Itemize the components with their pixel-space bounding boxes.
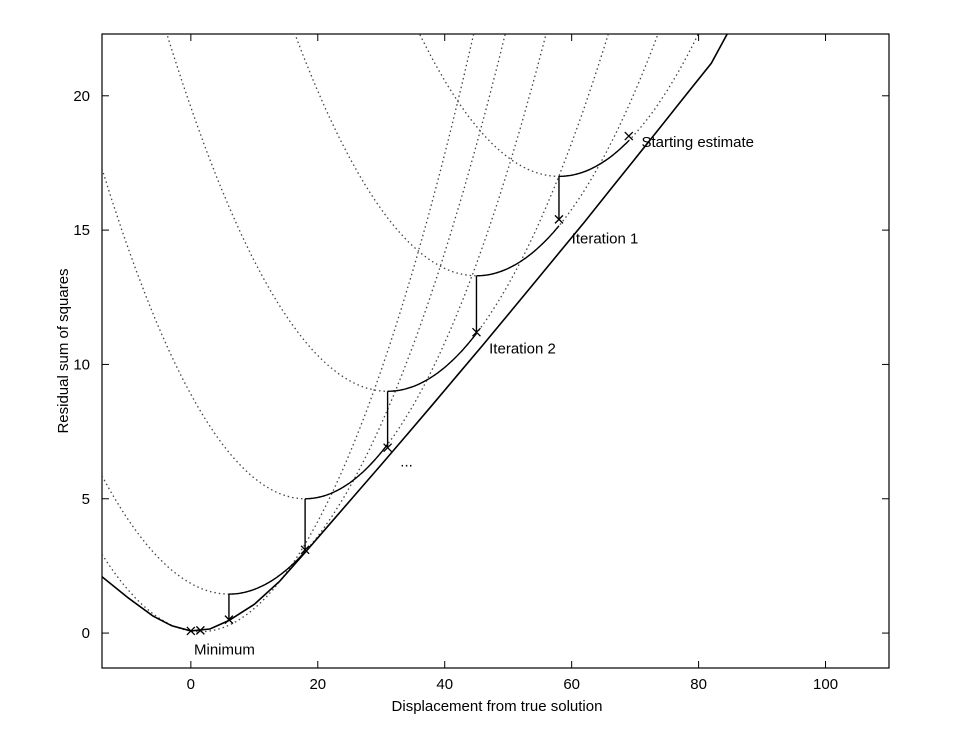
- y-tick-label-20: 20: [73, 88, 90, 105]
- annotations: Starting estimate Iteration 1 Iteration 2.…: [194, 134, 754, 659]
- quadratic-models: [102, 34, 700, 633]
- model-curve-1: [418, 34, 700, 178]
- iterate-markers: [186, 131, 634, 636]
- objective-line: [102, 34, 728, 632]
- iterate-marker-3: [472, 327, 481, 337]
- marker-stroke-b: [472, 327, 481, 337]
- y-tick-label-15: 15: [73, 222, 90, 239]
- plot-frame: [101, 33, 890, 669]
- objective-curve: [102, 34, 728, 632]
- iteration-steps: [228, 140, 630, 620]
- annotation-2: Iteration 1: [572, 231, 639, 248]
- marker-stroke-b: [624, 131, 634, 141]
- y-tick-label-10: 10: [73, 356, 90, 373]
- marker-stroke-b: [300, 545, 310, 555]
- y-axis-label: Residual sum of squares: [55, 268, 72, 433]
- marker-stroke-b: [195, 625, 205, 635]
- annotation-1: Starting estimate: [641, 134, 754, 151]
- y-tick-label-0: 0: [82, 625, 90, 642]
- iterate-marker-4: [383, 443, 393, 453]
- x-axis: 0 20 40 60 80 100: [187, 34, 838, 693]
- x-tick-label-60: 60: [563, 676, 580, 693]
- model-curve-3: [166, 34, 609, 392]
- step-arc-3: [387, 332, 478, 392]
- marker-stroke-b: [554, 214, 564, 224]
- annotation-4: ...: [400, 454, 413, 471]
- x-tick-label-20: 20: [309, 676, 326, 693]
- step-arc-4: [305, 443, 389, 500]
- y-axis: 0 5 10 15 20: [73, 88, 889, 642]
- iterate-marker-2: [554, 214, 564, 224]
- x-tick-label-0: 0: [187, 676, 195, 693]
- step-arc-2: [476, 225, 560, 277]
- annotation-5: Minimum: [194, 642, 255, 659]
- iterate-marker-6: [224, 615, 234, 625]
- iterate-marker-8: [186, 626, 196, 636]
- marker-stroke-b: [186, 626, 196, 636]
- x-axis-label: Displacement from true solution: [392, 698, 603, 715]
- model-curve-5: [102, 34, 506, 595]
- x-tick-label-80: 80: [690, 676, 707, 693]
- y-tick-label-5: 5: [82, 491, 90, 508]
- x-tick-label-40: 40: [436, 676, 453, 693]
- iterate-marker-1: [624, 131, 634, 141]
- x-tick-label-100: 100: [813, 676, 838, 693]
- iterate-marker-5: [300, 545, 310, 555]
- marker-stroke-b: [383, 443, 393, 453]
- annotation-3: Iteration 2: [489, 341, 556, 358]
- step-arc-5: [228, 551, 306, 595]
- step-arc-1: [558, 140, 630, 178]
- model-curve-6: [102, 34, 475, 633]
- marker-stroke-b: [224, 615, 234, 625]
- model-curve-2: [294, 34, 659, 277]
- iterate-marker-7: [195, 625, 205, 635]
